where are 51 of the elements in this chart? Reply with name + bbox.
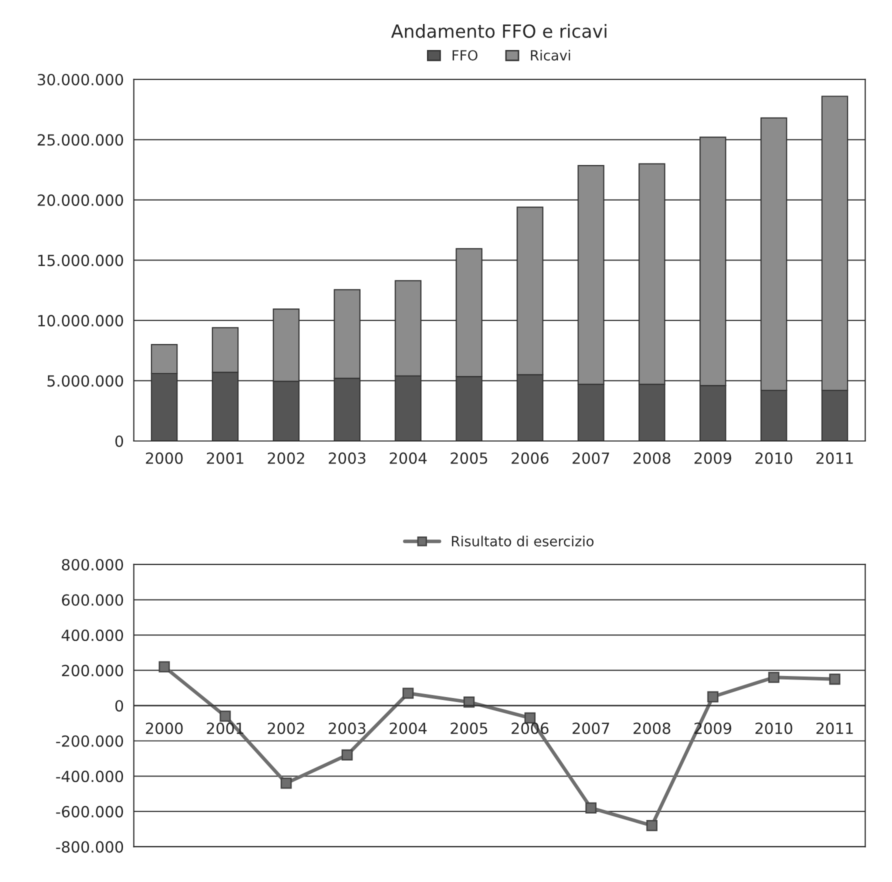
point [280, 778, 292, 789]
x-tick-label: 2004 [390, 452, 427, 464]
x-tick-label: 2009 [694, 452, 732, 464]
x-tick-label: 2010 [755, 452, 792, 464]
y-tick-label: -800.000 [56, 841, 124, 853]
y-tick-label: 5.000.000 [48, 375, 124, 387]
point [220, 710, 231, 722]
y-tick-label: 600.000 [62, 594, 124, 606]
point [585, 802, 597, 814]
x-tick-label: 2007 [572, 452, 610, 464]
x-tick-label: 2011 [816, 452, 853, 464]
x-tick-label: 2000 [146, 452, 183, 464]
y-tick-label: 0 [115, 700, 124, 712]
legend-label: Risultato di esercizio [452, 536, 594, 546]
y-tick-label: -200.000 [56, 735, 124, 747]
y-tick-label: 400.000 [62, 630, 124, 642]
point [829, 674, 840, 685]
y-tick-label: 0 [115, 435, 124, 448]
x-tick-label: 2008 [634, 452, 670, 464]
x-tick-label: 2002 [268, 722, 304, 734]
x-tick-label: 2007 [572, 722, 610, 734]
x-tick-label: 2011 [816, 722, 853, 734]
point [402, 688, 414, 699]
y-tick-label: -400.000 [56, 770, 124, 782]
y-tick-label: 30.000.000 [38, 74, 124, 86]
x-tick-label: 2005 [450, 722, 488, 734]
x-tick-label: 2008 [634, 722, 670, 734]
x-tick-label: 2010 [755, 722, 792, 734]
x-tick-label: 2006 [512, 452, 548, 464]
point [707, 691, 718, 702]
point [342, 749, 353, 761]
legend-label: Ricavi [530, 50, 570, 61]
point [768, 672, 780, 683]
y-tick-label: 25.000.000 [38, 134, 124, 146]
point [646, 820, 658, 832]
y-tick-label: 15.000.000 [38, 254, 124, 266]
point [158, 661, 170, 672]
y-tick-label: 10.000.000 [38, 314, 124, 326]
legend-label: FFO [452, 50, 478, 61]
y-tick-label: 200.000 [62, 664, 124, 676]
x-tick-label: 2005 [450, 452, 488, 464]
x-tick-label: 2003 [328, 722, 366, 734]
y-tick-label: -600.000 [56, 806, 124, 818]
y-tick-label: 800.000 [62, 558, 124, 570]
x-tick-label: 2002 [268, 452, 304, 464]
y-tick-label: 20.000.000 [38, 194, 124, 206]
x-tick-label: 2000 [146, 722, 183, 734]
x-tick-label: 2003 [328, 452, 366, 464]
chart-title: Andamento FFO e ricavi [391, 24, 606, 38]
x-tick-label: 2004 [390, 722, 427, 734]
x-tick-label: 2001 [206, 452, 244, 464]
